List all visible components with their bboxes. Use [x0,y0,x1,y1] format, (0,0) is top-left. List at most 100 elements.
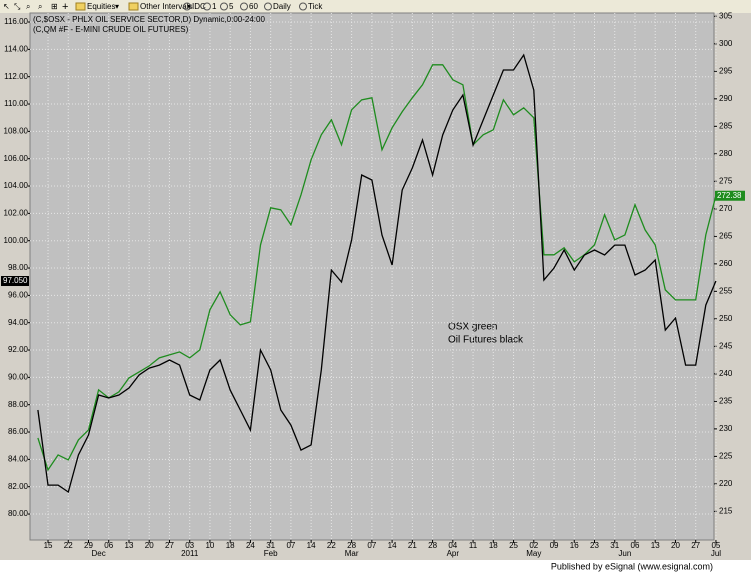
x-tick-label: 05 [711,541,720,550]
icon: + [62,1,68,13]
x-tick-label: 27 [691,541,700,550]
y-tick-label: 116.00 [4,17,28,26]
y2-tick-label: 220 [719,479,733,488]
y-tick-label: 92.00 [8,345,29,354]
y2-tick-label: 285 [719,121,733,130]
y2-tick-label: 270 [719,204,733,213]
toolbar-item: Tick [308,2,323,11]
last-value-label: 97.050 [3,276,28,285]
x-tick-label: 16 [570,541,579,550]
x-tick-label: 22 [64,541,73,550]
y-tick-label: 86.00 [8,427,29,436]
icon: ⤡ [14,2,21,11]
x-tick-label: 07 [367,541,376,550]
folder-icon [75,2,86,11]
y2-tick-label: 235 [719,396,733,405]
month-label: Jun [618,549,631,558]
x-tick-label: 13 [125,541,134,550]
x-tick-label: 03 [185,541,194,550]
x-tick-label: 13 [651,541,660,550]
x-tick-label: 21 [408,541,417,550]
toolbar-item: Other Intervals [140,2,192,11]
toolbar-icon [299,2,307,11]
toolbar-item: Equities [87,2,115,11]
y-tick-label: 82.00 [8,482,29,491]
y2-tick-label: 275 [719,176,733,185]
y-tick-label: 94.00 [8,318,29,327]
x-tick-label: 09 [550,541,559,550]
y2-tick-label: 255 [719,286,733,295]
y-tick-label: 90.00 [8,372,29,381]
annotation: OSX green [448,322,497,333]
x-tick-label: 28 [428,541,437,550]
x-tick-label: 31 [610,541,619,550]
y2-tick-label: 215 [719,507,733,516]
y-tick-label: 114.00 [4,44,28,53]
x-tick-label: 25 [509,541,518,550]
annotation: Oil Futures black [448,335,524,346]
month-label: 2011 [181,549,199,558]
month-label: Dec [92,549,106,558]
dropdown-arrow: ▾ [115,2,119,11]
x-tick-label: 04 [448,541,457,550]
dropdown-arrow: ▾ [187,2,191,11]
x-tick-label: 24 [246,541,255,550]
plot-area [29,12,715,541]
y2-tick-label: 240 [719,369,733,378]
month-label: Apr [447,549,460,558]
toolbar-icons: ↖ ⤡ ⌕ ⌕ ⊞ + [3,1,139,13]
x-tick-label: 06 [631,541,640,550]
y-tick-label: 104.00 [4,181,29,190]
icon: ⌕ [38,2,42,11]
toolbar-icon [240,2,248,11]
y-tick-label: 106.00 [4,154,29,163]
icon: ⊞ [51,2,58,11]
x-tick-label: 23 [590,541,599,550]
toolbar-icon [220,2,228,11]
x-tick-label: 31 [266,541,275,550]
y2-tick-label: 290 [719,94,733,103]
y-tick-label: 112.00 [4,72,28,81]
icon: ⌕ [26,2,30,11]
folder-icon [128,2,139,11]
x-tick-label: 18 [226,541,235,550]
x-tick-label: 11 [469,541,478,550]
x-tick-label: 27 [165,541,174,550]
y2-tick-label: 300 [719,39,733,48]
y2-tick-label: 245 [719,341,733,350]
x-tick-label: 14 [388,541,397,550]
y-tick-label: 100.00 [4,236,29,245]
toolbar-item: 5 [229,2,234,11]
month-label: May [526,549,541,558]
x-tick-label: 20 [145,541,154,550]
y-tick-label: 108.00 [4,126,29,135]
y-tick-label: 88.00 [8,400,29,409]
y-tick-label: 110.00 [4,99,28,108]
last-value-box [1,276,29,287]
month-label: Jul [711,549,721,558]
x-tick-label: 20 [671,541,680,550]
x-tick-label: 02 [529,541,538,550]
x-tick-label: 14 [307,541,316,550]
x-tick-label: 18 [489,541,498,550]
toolbar-item: IDC [192,2,206,11]
x-tick-label: 28 [347,541,356,550]
toolbar-icon [183,2,191,11]
x-tick-label: 06 [104,541,113,550]
x-tick-label: 15 [44,541,53,550]
footer-bg [0,560,751,573]
y2-tick-label: 250 [719,314,733,323]
icon: ↖ [3,2,10,11]
toolbar-icon [203,2,211,11]
toolbar-icon [264,2,272,11]
month-label: Mar [345,549,359,558]
footer-text: Published by eSignal (www.esignal.com) [551,561,713,571]
toolbar-item: 1 [212,2,217,11]
y-tick-label: 96.00 [8,290,29,299]
y2-tick-label: 230 [719,424,733,433]
x-tick-label: 10 [205,541,214,550]
y-tick-label: 102.00 [4,208,29,217]
month-label: Feb [264,549,278,558]
last-value-label: 272.38 [717,191,742,200]
